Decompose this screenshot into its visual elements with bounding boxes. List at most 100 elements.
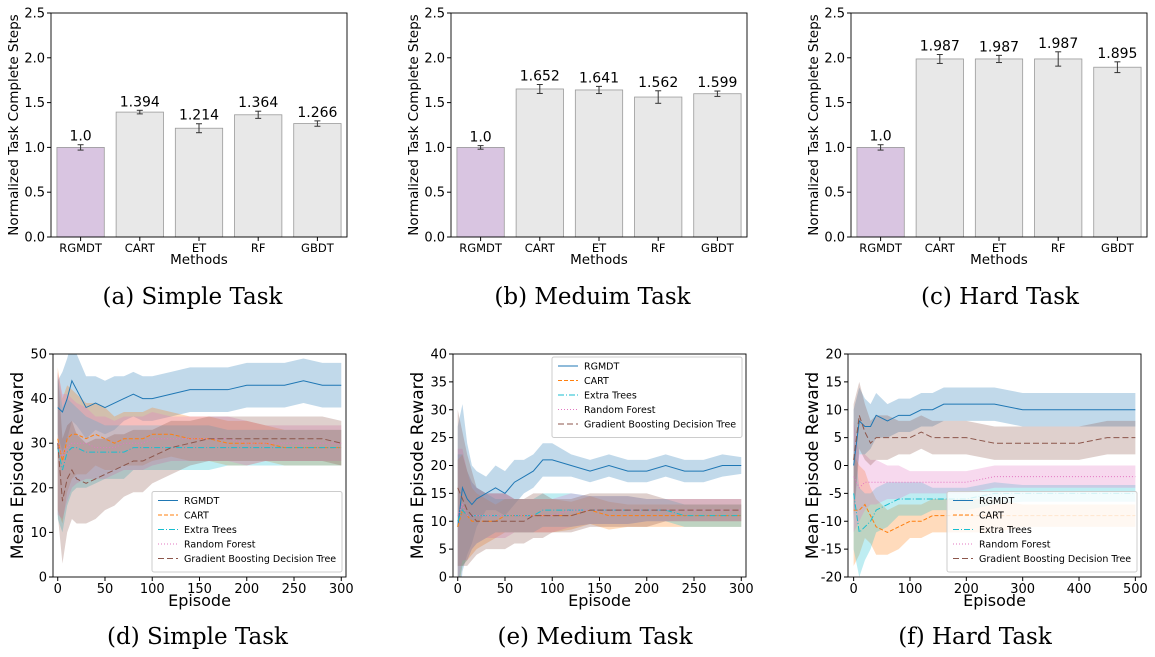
x-tick-label-cart: CART: [925, 241, 956, 255]
y-tick-label: 40: [30, 392, 47, 407]
caption-c: (c) Hard Task: [921, 284, 1079, 310]
legend-box: [946, 491, 1138, 573]
y-tick-label: 2.0: [824, 51, 845, 66]
x-tick-label: 100: [140, 582, 165, 597]
y-tick-label: 2.0: [24, 51, 45, 66]
plot-frame: [850, 12, 1148, 238]
band-random-forest: [57, 371, 342, 520]
data-label-gbdt: 1.895: [1097, 46, 1137, 62]
data-label-et: 1.214: [179, 108, 219, 124]
plot-frame: [50, 12, 348, 238]
error-bar-rgmdt: [477, 145, 484, 150]
x-axis-label: Episode: [568, 591, 631, 610]
y-tick-label: 0.5: [824, 186, 845, 201]
chart-svg: 1.0 RGMDT 1.987 CART 1.987 ET 1.987 RF 1.895 GBDT…: [806, 7, 1148, 268]
band-rgmdt: [57, 354, 342, 453]
band-extra-trees: [457, 454, 742, 577]
bar-rf: [634, 96, 683, 238]
y-tick-label: 1.0: [824, 141, 845, 156]
legend-label-cart: CART: [979, 511, 1004, 522]
y-tick-label: 1.0: [424, 141, 445, 156]
series-line-random-forest: [457, 503, 742, 517]
data-label-cart: 1.394: [120, 94, 160, 110]
y-tick-label: 1.0: [24, 141, 45, 156]
plot-frame: [847, 353, 1142, 578]
chart-svg: 1.0 RGMDT 1.394 CART 1.214 ET 1.364 RF 1.266 GBDT…: [6, 7, 348, 268]
x-tick-label-et: ET: [992, 241, 1007, 255]
x-tick-label: 300: [729, 582, 754, 597]
y-tick-label: 0: [39, 571, 47, 586]
y-axis-label: Normalized Task Complete Steps: [6, 14, 22, 235]
y-tick-label: 40: [430, 348, 447, 363]
chart-medium-task-steps: 1.0 RGMDT 1.652 CART 1.641 ET 1.562 RF 1.599 GBDT…: [400, 0, 795, 280]
y-axis-label: Normalized Task Complete Steps: [806, 14, 822, 235]
chart-simple-task-reward: 0 50 100 150 200 250 300 0 10 20 30 40 50 Episode Mean…: [0, 342, 395, 614]
x-tick-label: 200: [634, 582, 659, 597]
x-tick-label-cart: CART: [525, 241, 556, 255]
chart-medium-task-reward: 0 50 100 150 200 250 300 0 5 10 15 20 25 30 35 40 Episod…: [400, 342, 795, 614]
legend-label-extra-trees: Extra Trees: [979, 525, 1032, 536]
x-tick-label: 100: [540, 582, 565, 597]
x-tick-label: 0: [54, 582, 62, 597]
error-bar-et: [596, 85, 602, 95]
bar-rgmdt: [56, 146, 105, 238]
y-tick-label: 0: [439, 571, 447, 586]
error-bar-gbdt: [714, 90, 721, 97]
data-label-et: 1.987: [979, 39, 1019, 55]
x-tick-label: 50: [97, 582, 114, 597]
x-tick-label-et: ET: [192, 241, 207, 255]
x-tick-label: 300: [1010, 582, 1035, 597]
caption-a: (a) Simple Task: [102, 284, 283, 310]
legend-label-random-forest: Random Forest: [584, 405, 656, 416]
x-tick-label: 200: [234, 582, 259, 597]
series-line-gradient-boosting-decision-tree: [853, 415, 1136, 460]
data-label-rgmdt: 1.0: [469, 130, 491, 146]
y-tick-label: 0.5: [24, 186, 45, 201]
x-tick-label-rf: RF: [651, 241, 666, 255]
bar-et: [974, 58, 1024, 238]
error-bar-cart: [536, 84, 543, 94]
x-tick-label-rf: RF: [1051, 241, 1066, 255]
legend-label-rgmdt: RGMDT: [979, 496, 1014, 507]
error-bar-rf: [1055, 51, 1062, 67]
caption-f: (f) Hard Task: [898, 624, 1052, 650]
x-tick-label: 300: [329, 582, 354, 597]
x-tick-label: 150: [587, 582, 612, 597]
data-label-rgmdt: 1.0: [69, 129, 91, 145]
legend: RGMDT CART Extra Trees Random Forest Gradien…: [946, 491, 1138, 573]
y-tick-label: 0.0: [424, 231, 445, 246]
data-label-rf: 1.562: [638, 75, 678, 91]
y-tick-label: 1.5: [24, 96, 45, 111]
series-line-rgmdt: [853, 403, 1136, 466]
y-tick-label: 50: [30, 348, 47, 363]
x-tick-label: 250: [682, 582, 707, 597]
data-label-rgmdt: 1.0: [869, 129, 891, 145]
y-tick-label: 15: [825, 375, 842, 390]
data-label-rf: 1.987: [1038, 36, 1078, 52]
y-axis-label: Mean Episode Reward: [8, 372, 28, 559]
y-tick-label: 0: [834, 459, 842, 474]
x-tick-label: 0: [849, 582, 857, 597]
data-label-cart: 1.652: [520, 69, 560, 85]
x-tick-label: 0: [454, 582, 462, 597]
legend-label-extra-trees: Extra Trees: [184, 525, 237, 536]
y-tick-label: 35: [430, 375, 447, 390]
series-line-gradient-boosting-decision-tree: [457, 487, 742, 522]
error-bar-cart: [936, 53, 943, 64]
plot-area: [57, 354, 342, 564]
series-line-gradient-boosting-decision-tree: [57, 438, 342, 502]
legend-label-gradient-boosting-decision-tree: Gradient Boosting Decision Tree: [184, 554, 336, 565]
x-tick-label: 250: [282, 582, 307, 597]
caption-e: (e) Medium Task: [497, 624, 693, 650]
y-tick-label: 2.5: [24, 7, 45, 22]
y-tick-label: -5: [829, 487, 842, 502]
x-tick-label-gbdt: GBDT: [1101, 241, 1135, 255]
bar-et: [174, 127, 224, 238]
band-rgmdt: [457, 404, 742, 577]
legend-label-cart: CART: [184, 511, 209, 522]
band-extra-trees: [853, 437, 1136, 577]
y-tick-label: 1.5: [424, 96, 445, 111]
plot-area: [457, 404, 742, 577]
chart-svg: 0 100 200 300 400 500 -20 -15 -10 -5 0 5 10 15 20 Episo…: [803, 348, 1148, 611]
caption-b: (b) Meduim Task: [494, 284, 691, 310]
